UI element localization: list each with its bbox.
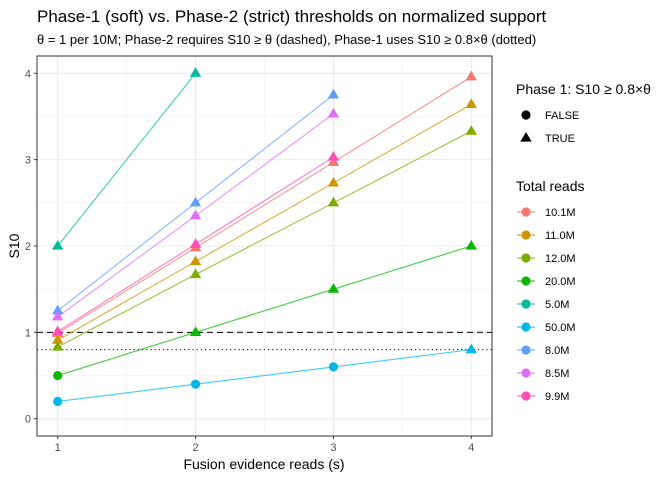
data-point xyxy=(327,283,340,293)
legend-color-key xyxy=(521,322,531,332)
data-point xyxy=(189,196,202,207)
data-point xyxy=(51,325,64,336)
series-line xyxy=(57,130,472,348)
legend-color-key xyxy=(521,276,531,286)
legend-shape-true xyxy=(520,132,532,142)
y-tick-label: 0 xyxy=(25,414,31,426)
legend-color-key xyxy=(521,230,531,240)
y-tick-label: 4 xyxy=(25,68,31,80)
data-point xyxy=(465,343,478,354)
legend-color-label: 20.0M xyxy=(545,276,576,288)
y-tick-label: 2 xyxy=(25,241,31,253)
chart-title: Phase-1 (soft) vs. Phase-2 (strict) thre… xyxy=(37,7,547,26)
legend-color-key xyxy=(521,368,531,378)
data-point xyxy=(327,176,340,187)
legend-color-key xyxy=(521,207,531,217)
legend-color-key xyxy=(521,299,531,309)
y-tick-label: 3 xyxy=(25,155,31,167)
data-point xyxy=(327,196,340,207)
data-point xyxy=(51,341,64,351)
data-point xyxy=(51,334,64,344)
data-point xyxy=(465,125,478,135)
legend-color-key xyxy=(521,345,531,355)
legend-color-label: 5.0M xyxy=(545,299,569,311)
shape-legend: FALSE TRUE xyxy=(520,110,579,145)
legend-color-label: 12.0M xyxy=(545,253,576,265)
data-point xyxy=(189,209,202,220)
data-point xyxy=(189,67,202,77)
reference-lines xyxy=(37,331,492,351)
x-axis-title: Fusion evidence reads (s) xyxy=(183,456,344,472)
data-point xyxy=(53,370,63,381)
data-point xyxy=(327,156,340,166)
series-line xyxy=(57,72,196,247)
legend-color-label: 8.0M xyxy=(545,345,569,357)
data-points xyxy=(51,67,478,407)
x-tick-label: 4 xyxy=(468,442,474,454)
data-point xyxy=(190,379,201,389)
data-point xyxy=(465,98,478,108)
series-line xyxy=(57,349,472,403)
chart-subtitle: θ = 1 per 10M; Phase-2 requires S10 ≥ θ … xyxy=(37,32,536,47)
legend-shape-false xyxy=(521,110,531,120)
data-point xyxy=(327,88,340,99)
data-point xyxy=(189,268,202,279)
data-point xyxy=(189,326,202,336)
series-line xyxy=(57,245,472,377)
series-line xyxy=(57,76,472,334)
legend-color-label: 8.5M xyxy=(545,368,569,380)
data-point xyxy=(189,238,202,248)
x-axis: 1 2 3 4 xyxy=(55,436,474,454)
data-point xyxy=(189,255,202,266)
legend-shape-label: TRUE xyxy=(545,133,575,145)
legend-color-label: 50.0M xyxy=(545,322,576,334)
y-tick-label: 1 xyxy=(25,327,31,339)
data-point xyxy=(328,362,339,372)
legend-color-label: 11.0M xyxy=(545,230,575,242)
series-line xyxy=(57,103,472,341)
data-point xyxy=(465,240,478,250)
color-legend-title: Total reads xyxy=(516,178,584,194)
y-axis-title: S10 xyxy=(6,233,22,258)
x-tick-label: 1 xyxy=(55,442,61,454)
legend-shape-label: FALSE xyxy=(545,110,579,122)
color-legend: 10.1M 11.0M 12.0M 20.0M 5.0M 50.0M 8.0M 8.5M 9.9… xyxy=(517,207,576,403)
data-point xyxy=(51,310,64,321)
legend-color-label: 9.9M xyxy=(545,391,569,403)
data-point xyxy=(51,304,64,315)
x-tick-label: 3 xyxy=(330,442,336,454)
shape-legend-title: Phase 1: S10 ≥ 0.8×θ xyxy=(516,81,651,97)
data-point xyxy=(53,396,63,407)
legend-color-key xyxy=(521,391,531,401)
legend-color-label: 10.1M xyxy=(545,207,576,219)
data-point xyxy=(327,151,340,161)
y-axis: 0 1 2 3 4 xyxy=(25,68,37,426)
data-point xyxy=(465,70,478,81)
legend-color-key xyxy=(521,253,531,263)
x-tick-label: 2 xyxy=(192,442,198,454)
data-point xyxy=(51,240,64,250)
data-point xyxy=(327,107,340,118)
